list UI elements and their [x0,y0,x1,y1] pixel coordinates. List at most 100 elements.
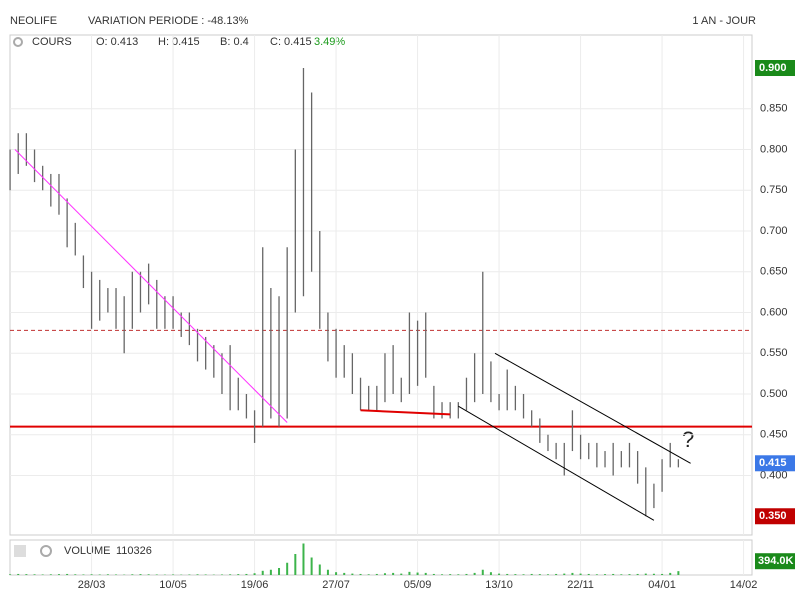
volume-bar [254,573,256,575]
volume-bar [319,565,321,576]
y-tick-label: 0.450 [760,429,788,441]
volume-bar [262,571,264,575]
volume-bar [506,574,508,575]
volume-bar [351,574,353,575]
volume-bar [25,574,27,575]
volume-bar [449,574,451,575]
volume-bar [408,572,410,575]
y-tick-label: 0.600 [760,306,788,318]
y-tick-label: 0.800 [760,143,788,155]
price-tag-label: 0.350 [759,510,787,522]
volume-bar [547,574,549,575]
legend-high: H: 0.415 [158,36,200,48]
volume-bar [604,574,606,575]
volume-bar [457,574,459,575]
volume-bar [311,558,313,576]
volume-bar [335,572,337,575]
volume-bar [498,574,500,575]
price-tag-label: 0.415 [759,457,787,469]
volume-bar [42,574,44,575]
volume-bar [523,574,525,575]
volume-bar [425,573,427,575]
volume-bar [360,574,362,575]
volume-bar [628,574,630,575]
x-tick-label: 04/01 [648,579,676,591]
legend-label: COURS [32,36,72,48]
volume-bar [172,574,174,575]
legend-change: 3.49% [314,36,345,48]
volume-bar [596,574,598,575]
volume-bar [490,572,492,575]
volume-bar [531,574,533,575]
volume-bar [514,574,516,575]
x-tick-label: 13/10 [485,579,513,591]
volume-bar [205,574,207,575]
volume-bar [294,554,296,575]
volume-bar [677,571,679,575]
legend-low: B: 0.4 [220,36,249,48]
legend-open: O: 0.413 [96,36,138,48]
volume-bar [82,574,84,575]
x-tick-label: 19/06 [241,579,269,591]
y-tick-label: 0.500 [760,388,788,400]
y-tick-label: 0.850 [760,103,788,115]
volume-bar [17,574,19,575]
volume-bar [400,574,402,575]
volume-bar [368,574,370,575]
y-tick-label: 0.700 [760,225,788,237]
volume-bar [417,573,419,575]
plot-frame [10,35,752,535]
volume-bar [237,574,239,575]
volume-bar [34,574,36,575]
volume-bar [465,574,467,575]
volume-bar [571,573,573,575]
volume-bar [197,574,199,575]
y-tick-label: 0.650 [760,266,788,278]
volume-bar [9,574,11,575]
volume-bar [107,574,109,575]
volume-bar [221,574,223,575]
price-tag-label: 0.900 [759,62,787,74]
volume-bar [91,574,93,575]
volume-bar [148,574,150,575]
volume-bar [115,574,117,575]
volume-bar [474,573,476,575]
volume-bar [539,574,541,575]
volume-bar [327,570,329,575]
volume-bar [50,574,52,575]
volume-value: 110326 [116,545,152,557]
volume-bar [653,574,655,575]
volume-bar [278,568,280,575]
volume-bar [661,574,663,575]
volume-bar [286,563,288,575]
volume-bar [343,573,345,575]
volume-bar [637,574,639,575]
x-tick-label: 05/09 [404,579,432,591]
volume-bar [302,544,304,576]
volume-bar [188,574,190,575]
volume-bar [156,574,158,575]
y-tick-label: 0.750 [760,184,788,196]
volume-bar [482,570,484,575]
x-tick-label: 28/03 [78,579,106,591]
annotation: ? [682,427,694,452]
volume-bar [66,574,68,575]
volume-bar [384,573,386,575]
volume-tag-label: 394.0K [758,555,794,567]
volume-bar [392,573,394,575]
volume-bar [131,574,133,575]
volume-icon[interactable] [14,545,26,557]
volume-bar [588,574,590,575]
x-tick-label: 22/11 [567,579,594,591]
volume-bar [620,574,622,575]
volume-bar [669,573,671,575]
volume-bar [74,574,76,575]
volume-bar [580,574,582,575]
volume-bar [99,574,101,575]
volume-bar [139,574,141,575]
volume-bar [563,574,565,575]
volume-bar [441,574,443,575]
volume-bar [229,574,231,575]
legend-close: C: 0.415 [270,36,312,48]
